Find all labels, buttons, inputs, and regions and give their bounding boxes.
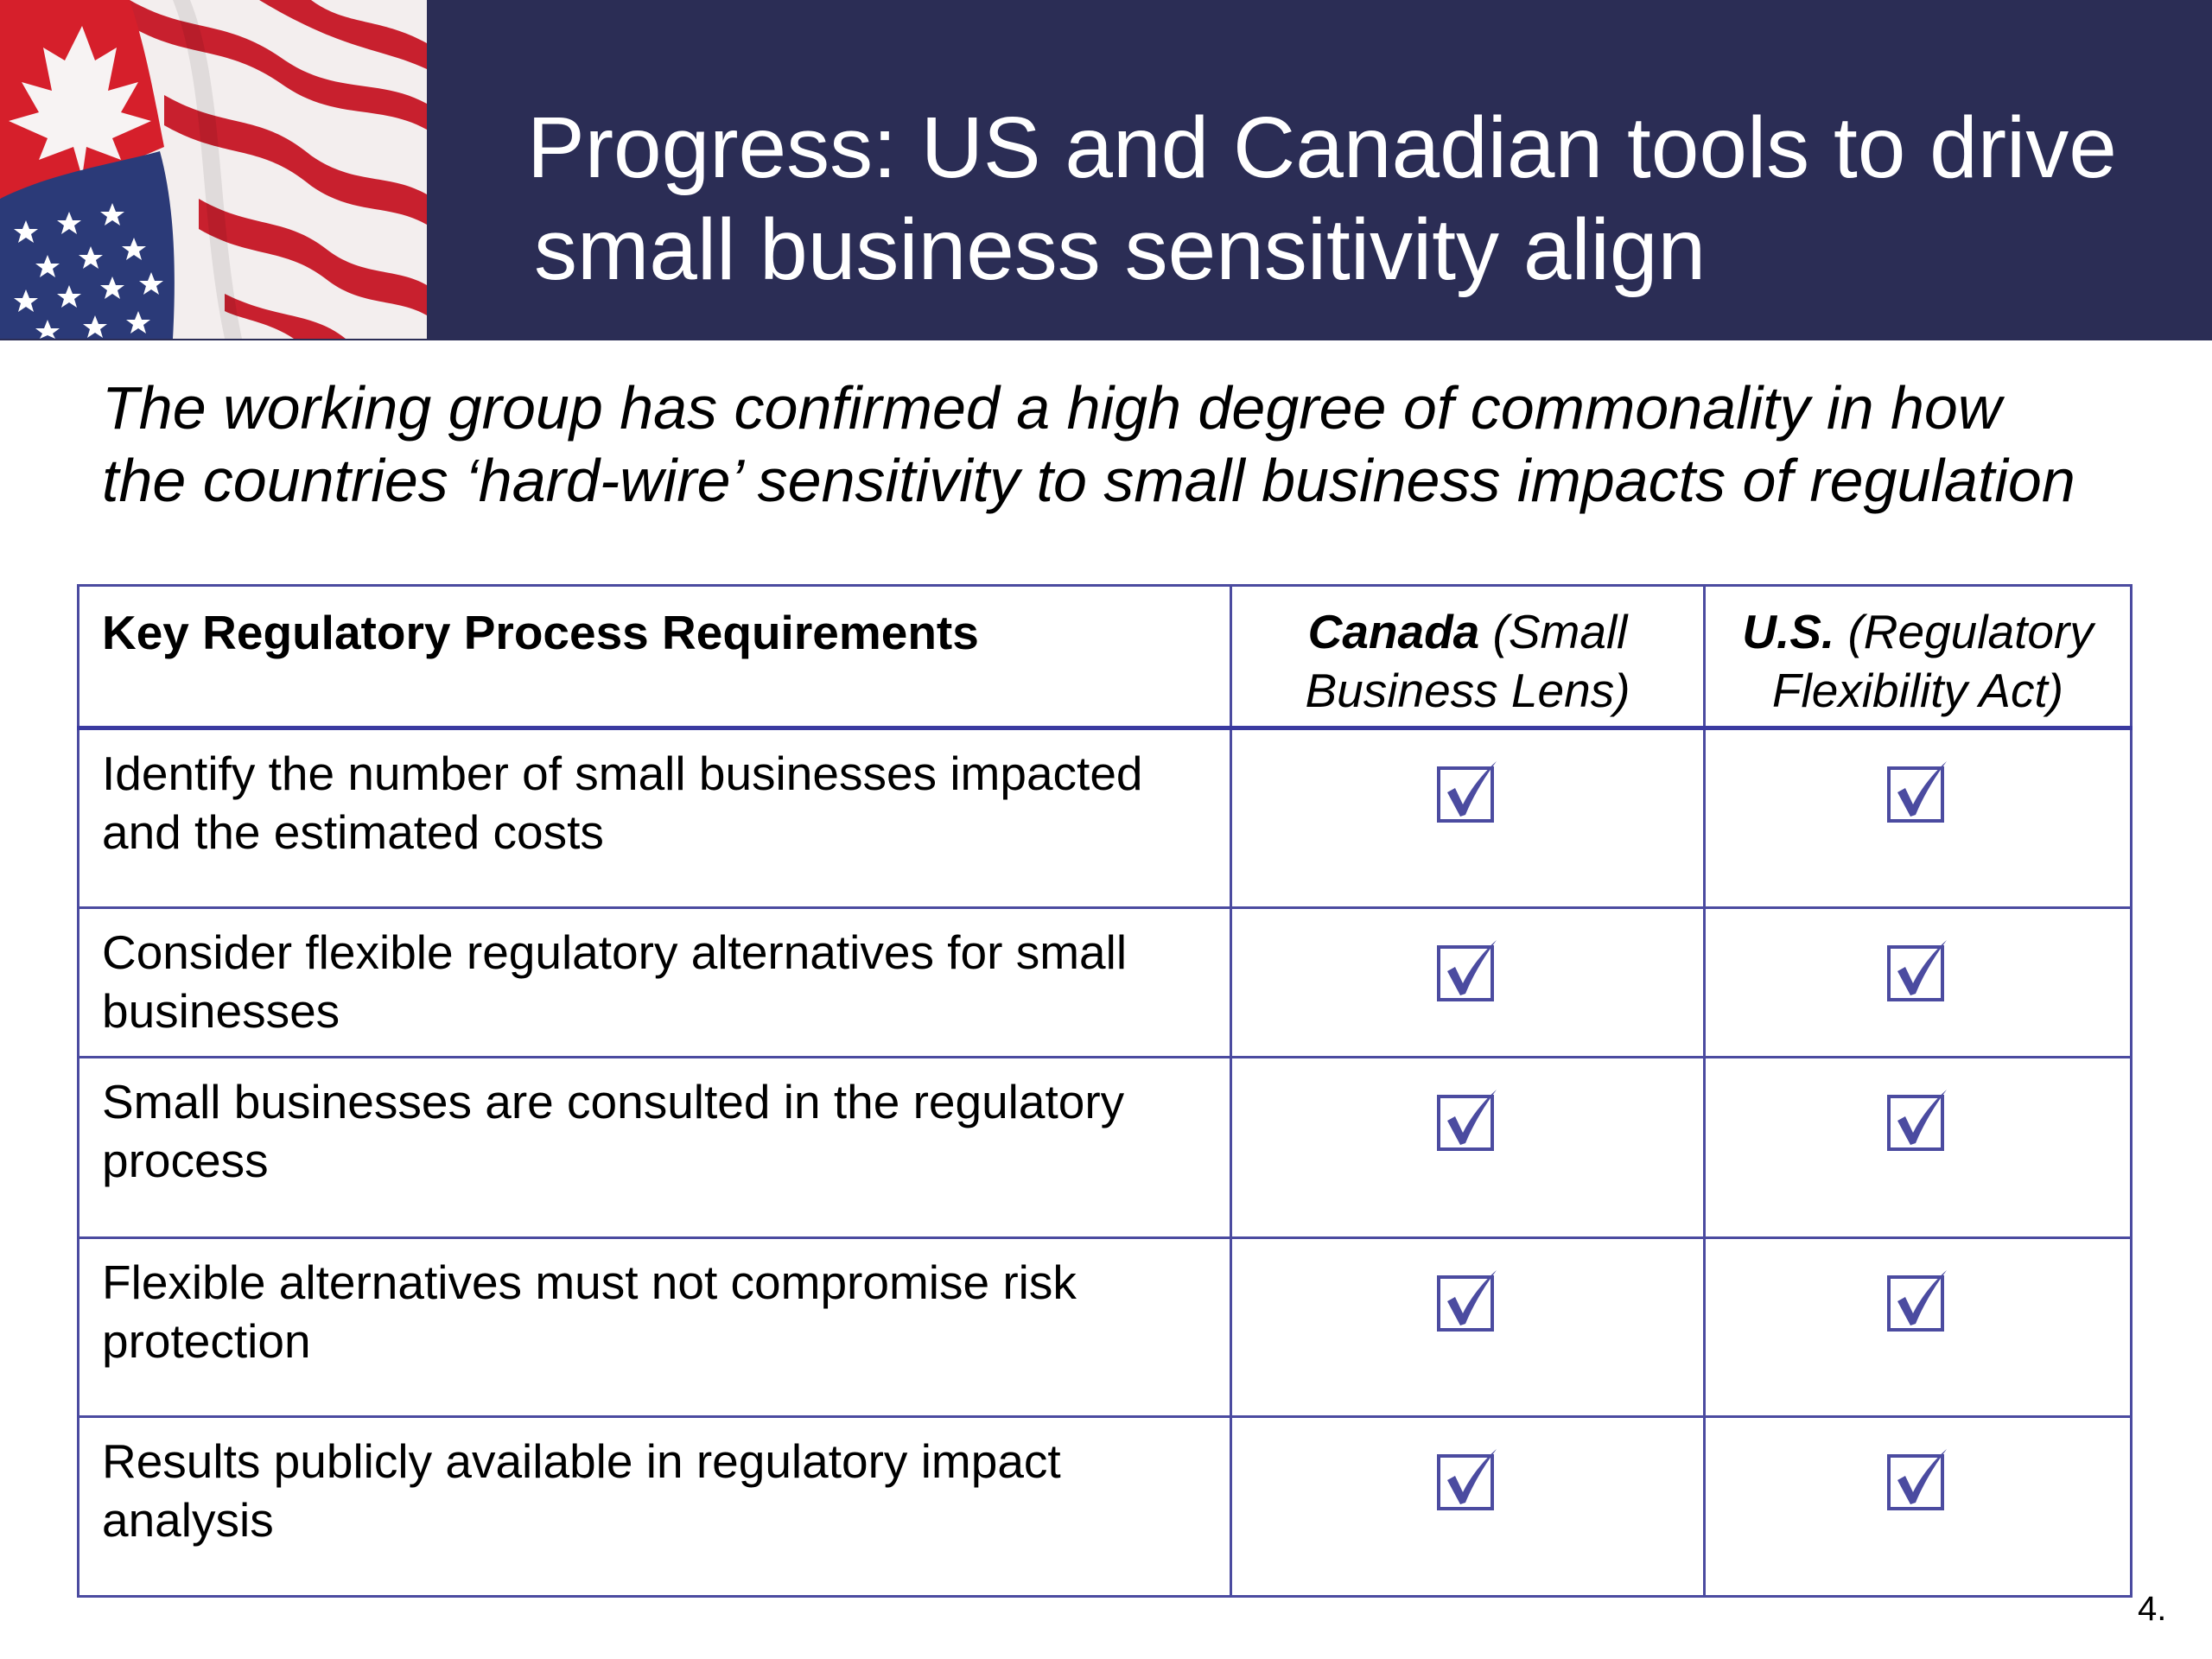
checked-box-icon	[1886, 761, 1950, 827]
header-us: U.S. (Regulatory Flexibility Act)	[1703, 584, 2133, 730]
check-cell-us	[1703, 906, 2133, 1058]
header-canada: Canada (Small Business Lens)	[1230, 584, 1706, 730]
page-number: 4.	[2138, 1590, 2167, 1628]
checked-box-icon	[1436, 1090, 1500, 1155]
header-us-detail-line2: Flexibility Act)	[1771, 664, 2064, 717]
checked-box-icon	[1886, 1270, 1950, 1336]
table-row: Flexible alternatives must not compromis…	[77, 1236, 2133, 1418]
check-cell-canada	[1230, 727, 1706, 909]
slide-subtitle: The working group has confirmed a high d…	[102, 372, 2158, 517]
check-cell-us	[1703, 1056, 2133, 1239]
requirement-line2: and the estimated costs	[102, 805, 604, 859]
check-cell-canada	[1230, 1415, 1706, 1598]
check-cell-us	[1703, 1236, 2133, 1418]
header-requirements: Key Regulatory Process Requirements	[77, 584, 1232, 730]
header-canada-name: Canada	[1307, 605, 1480, 658]
requirement-text: Results publicly available in regulatory…	[77, 1415, 1232, 1598]
us-canada-flags-image	[0, 0, 427, 339]
checked-box-icon	[1436, 1270, 1500, 1336]
table-row: Identify the number of small businesses …	[77, 727, 2133, 909]
slide-title-line1: Progress: US and Canadian tools to drive	[527, 99, 2117, 196]
requirement-line2: analysis	[102, 1493, 274, 1547]
checked-box-icon	[1886, 1449, 1950, 1515]
requirement-line1: Small businesses are consulted in the re…	[102, 1075, 1125, 1128]
check-cell-us	[1703, 727, 2133, 909]
slide-title: Progress: US and Canadian tools to drive…	[527, 97, 2169, 301]
requirement-text: Identify the number of small businesses …	[77, 727, 1232, 909]
table-row: Results publicly available in regulatory…	[77, 1415, 2133, 1598]
checked-box-icon	[1436, 761, 1500, 827]
requirement-line1: Results publicly available in regulatory…	[102, 1434, 1061, 1488]
checked-box-icon	[1886, 940, 1950, 1006]
slide-header: Progress: US and Canadian tools to drive…	[0, 0, 2212, 340]
header-us-name: U.S.	[1742, 605, 1835, 658]
requirement-line2: protection	[102, 1314, 311, 1368]
check-cell-canada	[1230, 1236, 1706, 1418]
requirement-line1: Flexible alternatives must not compromis…	[102, 1255, 1077, 1309]
header-us-detail-line1: (Regulatory	[1834, 605, 2094, 658]
check-cell-canada	[1230, 1056, 1706, 1239]
header-canada-detail-line1: (Small	[1479, 605, 1628, 658]
requirement-text: Consider flexible regulatory alternative…	[77, 906, 1232, 1058]
table-body: Identify the number of small businesses …	[77, 727, 2133, 1598]
requirement-line1: Identify the number of small businesses …	[102, 747, 1143, 800]
slide-title-line2: small business sensitivity align	[534, 201, 1707, 298]
slide-subtitle-line1: The working group has confirmed a high d…	[102, 374, 2002, 442]
requirement-text: Small businesses are consulted in the re…	[77, 1056, 1232, 1239]
requirement-line2: businesses	[102, 984, 340, 1038]
table-row: Consider flexible regulatory alternative…	[77, 906, 2133, 1058]
requirement-text: Flexible alternatives must not compromis…	[77, 1236, 1232, 1418]
header-canada-detail-line2: Business Lens)	[1305, 664, 1630, 717]
slide-subtitle-line2: the countries ‘hard-wire’ sensitivity to…	[102, 447, 2075, 514]
checked-box-icon	[1886, 1090, 1950, 1155]
check-cell-canada	[1230, 906, 1706, 1058]
check-cell-us	[1703, 1415, 2133, 1598]
table-row: Small businesses are consulted in the re…	[77, 1056, 2133, 1239]
table-header-row: Key Regulatory Process Requirements Cana…	[77, 584, 2133, 730]
requirements-table: Key Regulatory Process Requirements Cana…	[77, 584, 2133, 1598]
checked-box-icon	[1436, 940, 1500, 1006]
checked-box-icon	[1436, 1449, 1500, 1515]
requirement-line2: process	[102, 1134, 269, 1187]
requirement-line1: Consider flexible regulatory alternative…	[102, 925, 1128, 979]
